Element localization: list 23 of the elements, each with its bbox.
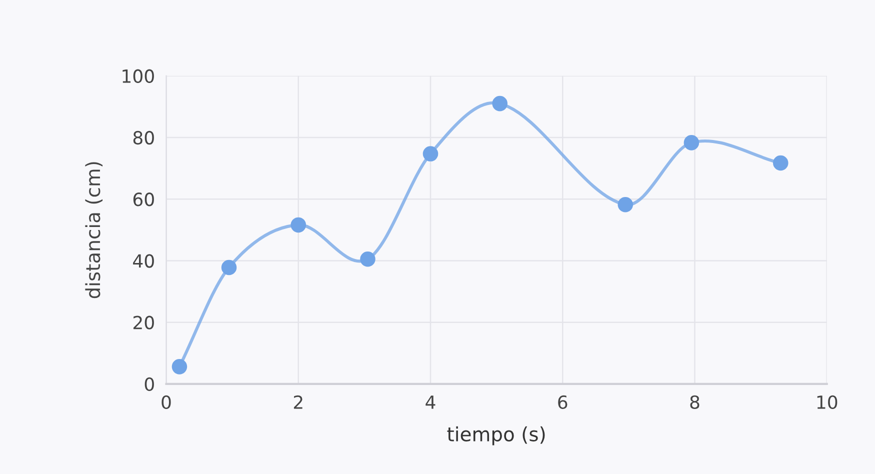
x-tick-label: 10: [817, 395, 838, 410]
y-axis-title: distancia (cm): [85, 162, 103, 298]
point: [221, 260, 237, 276]
x-tick-label: 6: [558, 395, 568, 410]
point: [772, 155, 788, 171]
y-tick-label: 80: [133, 130, 154, 145]
x-tick-label: 0: [162, 395, 171, 410]
x-tick-label: 4: [426, 396, 436, 409]
x-axis-title: tiempo (s): [447, 426, 545, 446]
x-tick-label: 8: [690, 395, 700, 410]
point: [422, 146, 438, 162]
point: [492, 96, 508, 112]
y-tick-label: 40: [133, 254, 154, 268]
point: [172, 359, 188, 374]
point: [684, 135, 700, 150]
y-tick-label: 60: [133, 192, 154, 206]
point: [618, 196, 634, 212]
point: [360, 252, 376, 267]
point: [290, 217, 306, 233]
y-tick-label: 100: [122, 69, 154, 83]
y-tick-label: 20: [133, 316, 154, 330]
x-tick-label: 2: [294, 395, 302, 409]
y-tick-label: 0: [144, 377, 154, 392]
